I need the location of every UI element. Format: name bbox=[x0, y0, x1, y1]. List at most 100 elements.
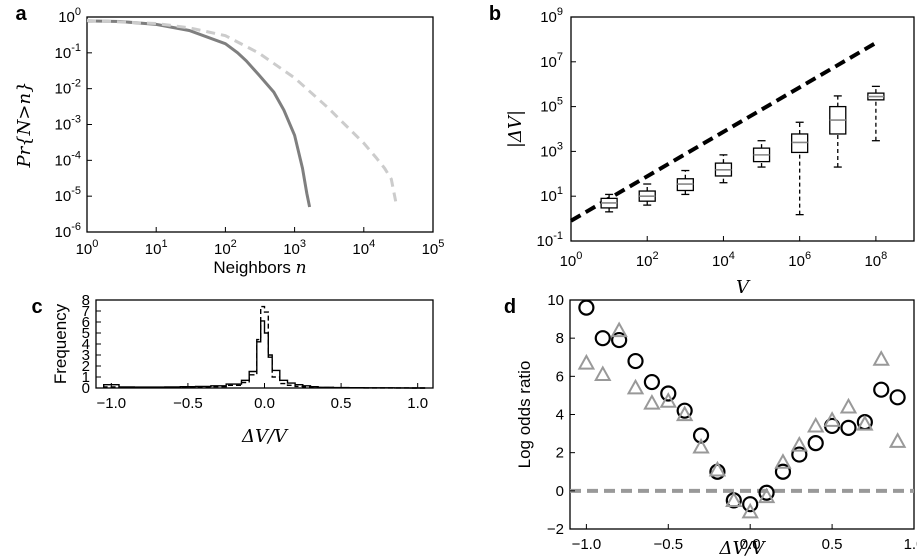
panel-d bbox=[569, 299, 915, 530]
panel-a-series-1-line bbox=[86, 19, 312, 208]
panel-d-ytick-label: 0 bbox=[556, 483, 564, 500]
panel-b-letter: b bbox=[489, 3, 501, 25]
panel-d-xtick-label: 1.0 bbox=[904, 536, 917, 553]
panel-d-circle-point bbox=[692, 427, 710, 444]
panel-b-xtick-label: 104 bbox=[712, 250, 735, 270]
panel-d-circle-point bbox=[758, 484, 775, 501]
panel-d-triangle-point bbox=[774, 453, 792, 469]
panel-d-circle-point bbox=[774, 463, 792, 480]
panel-d-triangle-point bbox=[626, 378, 645, 395]
panel-b-reference-line bbox=[569, 41, 877, 223]
panel-d-triangle-point bbox=[888, 432, 907, 448]
panel-d-circle-point bbox=[627, 352, 644, 370]
panel-d-xtick-label: −1.0 bbox=[572, 536, 602, 553]
panel-b-ytick-label: 109 bbox=[540, 6, 563, 26]
panel-a-ylabel: Pr{N>n} bbox=[14, 81, 35, 168]
panel-d-triangle-point bbox=[643, 393, 661, 410]
panel-a-ytick-label: 10-2 bbox=[55, 78, 81, 98]
panel-b-ytick-label: 101 bbox=[540, 185, 563, 205]
panel-d-triangle-point bbox=[594, 365, 612, 382]
panel-a-xtick-label: 105 bbox=[422, 238, 445, 258]
panel-a-series-2-line bbox=[86, 19, 399, 208]
panel-c-xtick-label: 0.5 bbox=[331, 395, 352, 412]
panel-a-xlabel: Neighbors n bbox=[213, 258, 306, 278]
panel-d-ylabel: Log odds ratio bbox=[515, 361, 534, 469]
panel-b-xtick-label: 100 bbox=[560, 250, 583, 270]
panel-b-ytick-label: 105 bbox=[540, 96, 563, 116]
panel-a-ytick-label: 10-3 bbox=[55, 114, 81, 134]
panel-d-xtick-label: 0.0 bbox=[740, 536, 761, 553]
panel-d-circle-point bbox=[840, 419, 857, 436]
panel-d-ytick-label: 8 bbox=[556, 330, 564, 347]
panel-d-triangle-point bbox=[741, 502, 759, 519]
panel-d-xlabel: ΔV/V bbox=[718, 538, 766, 559]
panel-b-xtick-label: 102 bbox=[636, 250, 659, 270]
panel-b-ytick-label: 103 bbox=[540, 140, 563, 160]
panel-d-circle-point bbox=[676, 402, 693, 419]
panel-d-ytick-label: −2 bbox=[547, 521, 564, 538]
panel-c-ytick-label: 3 bbox=[82, 347, 90, 364]
panel-d-ytick-label: 10 bbox=[547, 292, 564, 309]
panel-b-xtick-label: 106 bbox=[788, 250, 811, 270]
panel-d-triangle-point bbox=[823, 411, 841, 427]
panel-c-ytick-label: 2 bbox=[82, 358, 90, 375]
panel-d-circle-point bbox=[873, 381, 890, 398]
panel-c-ytick-label: 0 bbox=[82, 380, 90, 397]
panel-d-triangle-point bbox=[659, 392, 677, 408]
panel-d-triangle-point bbox=[610, 321, 628, 338]
panel-c-series-2-hist bbox=[102, 305, 426, 389]
panel-c-frame bbox=[95, 299, 434, 389]
panel-a-letter: a bbox=[15, 3, 27, 25]
panel-d-circle-point bbox=[578, 299, 595, 316]
panel-d-triangle-point bbox=[790, 435, 809, 452]
panel-c-series-1-hist bbox=[102, 320, 426, 389]
panel-c-letter: c bbox=[31, 296, 42, 318]
panel-a-xtick-label: 102 bbox=[214, 238, 237, 258]
panel-d-circle-point bbox=[791, 446, 808, 463]
panel-d-triangle-point bbox=[675, 405, 694, 422]
panel-c-ytick-label: 6 bbox=[82, 314, 90, 331]
panel-b-ytick-label: 107 bbox=[540, 51, 563, 71]
panel-c-xtick-label: −1.0 bbox=[97, 395, 127, 412]
panel-a bbox=[86, 16, 434, 233]
panel-c-ytick-label: 4 bbox=[82, 336, 90, 353]
panel-a-ytick-label: 10-1 bbox=[55, 42, 81, 62]
panel-c-xtick-label: 0.0 bbox=[254, 395, 275, 412]
panel-a-ytick-label: 10-5 bbox=[55, 185, 81, 205]
panel-c-xtick-label: −0.5 bbox=[173, 395, 203, 412]
panel-d-circle-point bbox=[889, 389, 906, 406]
panel-d-circle-point bbox=[594, 330, 611, 347]
panel-a-xtick-label: 103 bbox=[283, 238, 306, 258]
panel-b-frame bbox=[570, 16, 915, 242]
panel-d-letter: d bbox=[504, 296, 516, 318]
panel-a-xtick-label: 101 bbox=[145, 238, 168, 258]
panel-d-triangle-point bbox=[692, 437, 710, 454]
panel-d-triangle-point bbox=[757, 487, 776, 504]
panel-d-circle-point bbox=[611, 331, 628, 349]
panel-c-xtick-label: 1.0 bbox=[407, 395, 428, 412]
panel-d-circle-point bbox=[807, 435, 824, 452]
panel-d-circle-point bbox=[742, 496, 759, 513]
panel-b-ytick-label: 10-1 bbox=[537, 230, 563, 250]
panel-c-xlabel: ΔV/V bbox=[241, 426, 289, 447]
panel-c-ytick-label: 8 bbox=[82, 292, 90, 309]
panel-d-triangle-point bbox=[872, 350, 890, 366]
panel-d-ytick-label: 6 bbox=[556, 368, 564, 385]
panel-d-triangle-point bbox=[725, 491, 743, 507]
panel-d-triangle-point bbox=[708, 460, 727, 477]
panel-d-triangle-point bbox=[807, 416, 825, 433]
panel-a-ytick-label: 10-4 bbox=[55, 149, 81, 169]
panel-c-ytick-label: 1 bbox=[82, 369, 90, 386]
panel-c-ytick-label: 5 bbox=[82, 325, 90, 342]
panel-d-triangle-point bbox=[856, 414, 874, 431]
panel-b-xtick-label: 108 bbox=[864, 250, 887, 270]
panel-c-ytick-label: 7 bbox=[82, 303, 90, 320]
panel-d-xtick-label: 0.5 bbox=[822, 536, 843, 553]
panel-d-triangle-point bbox=[577, 353, 596, 370]
panel-d-triangle-point bbox=[839, 397, 858, 414]
panel-a-xtick-label: 100 bbox=[76, 238, 99, 258]
panel-a-ytick-label: 100 bbox=[58, 6, 81, 26]
panel-c-ylabel: Frequency bbox=[51, 303, 70, 384]
panel-d-ytick-label: 4 bbox=[556, 407, 564, 424]
